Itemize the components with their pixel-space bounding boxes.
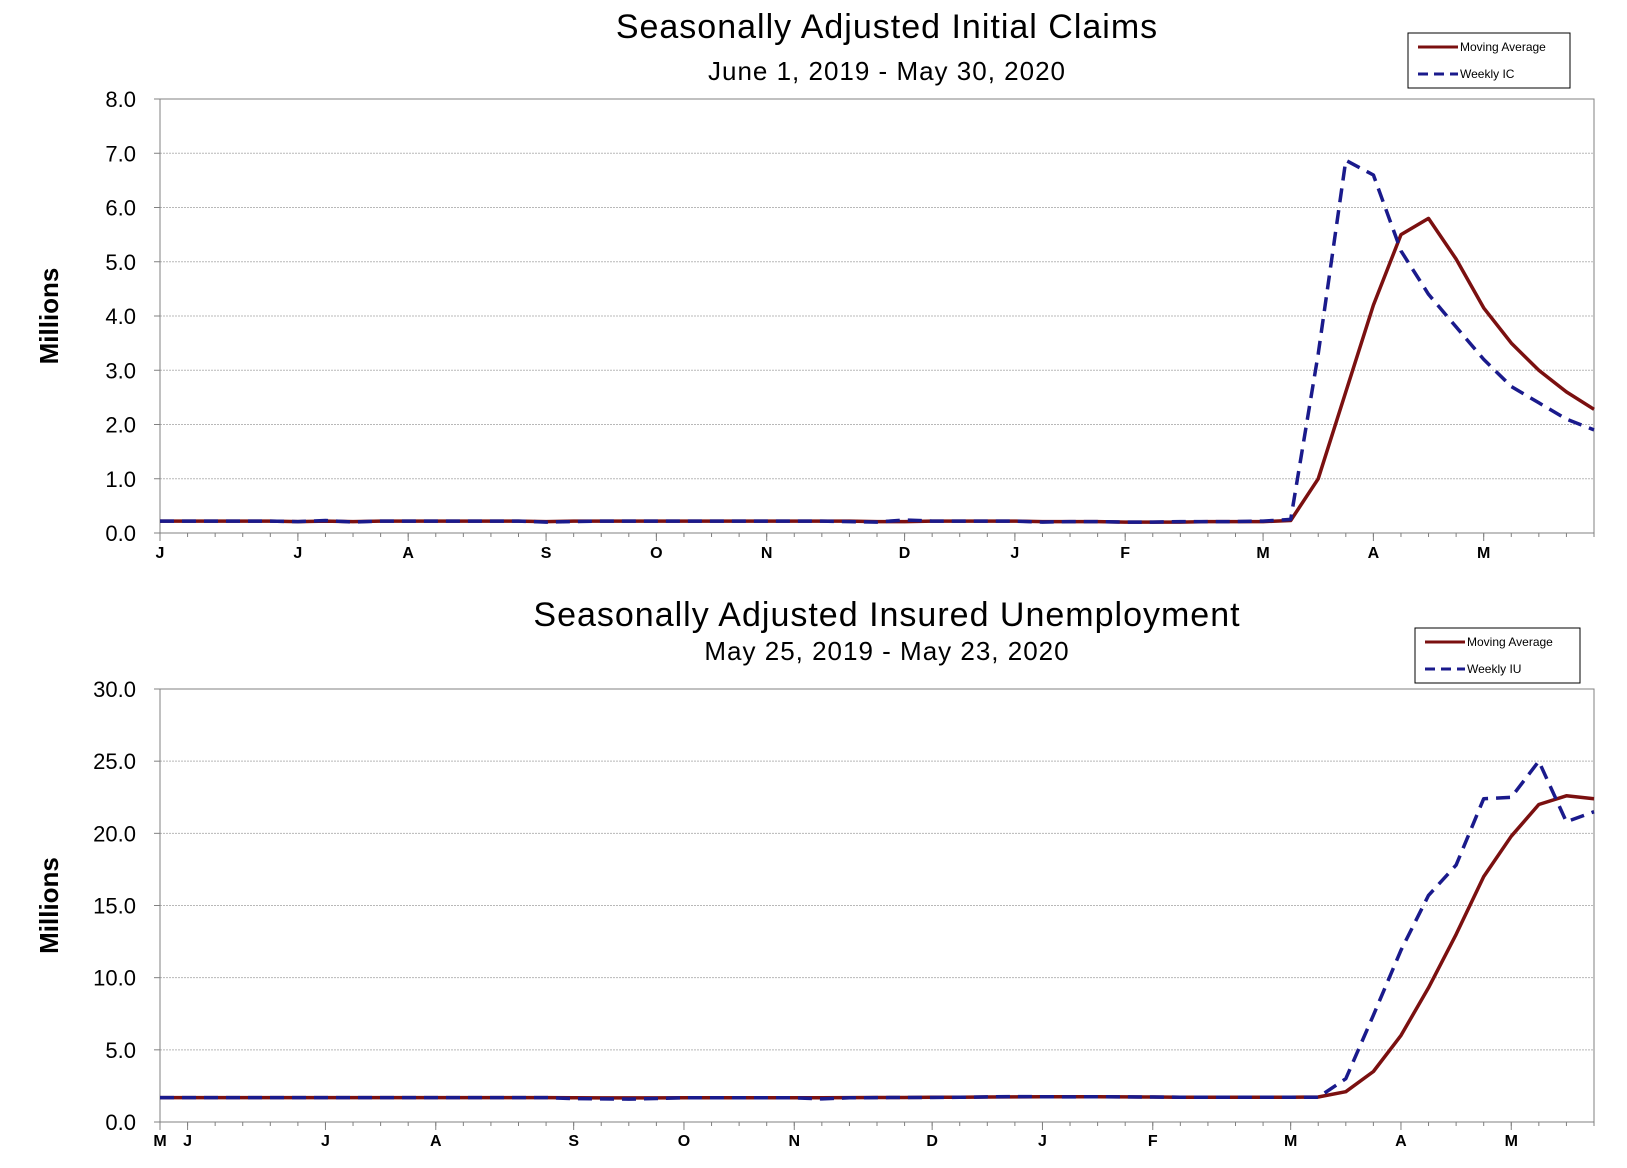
y-axis-label: Millions — [34, 857, 64, 954]
y-tick-label: 20.0 — [93, 821, 136, 846]
x-tick-label: M — [153, 1133, 166, 1150]
x-tick-label: J — [321, 1133, 330, 1150]
x-tick-label: J — [293, 545, 302, 562]
x-tick-label: D — [899, 545, 911, 562]
insured-unemployment-chart: Seasonally Adjusted Insured Unemployment… — [34, 596, 1595, 1150]
y-tick-label: 15.0 — [93, 894, 136, 919]
x-tick-label: S — [568, 1133, 579, 1150]
y-tick-label: 5.0 — [105, 250, 136, 275]
initial-claims-chart: Seasonally Adjusted Initial Claims June 1… — [34, 8, 1595, 562]
y-tick-label: 3.0 — [105, 358, 136, 383]
legend-label: Weekly IC — [1460, 67, 1515, 81]
y-tick-label: 4.0 — [105, 304, 136, 329]
y-tick-label: 2.0 — [105, 413, 136, 438]
x-tick-label: S — [541, 545, 552, 562]
x-tick-label: J — [1038, 1133, 1047, 1150]
x-tick-label: D — [926, 1133, 938, 1150]
chart-subtitle: June 1, 2019 - May 30, 2020 — [708, 56, 1066, 86]
x-tick-label: A — [1395, 1133, 1407, 1150]
y-tick-label: 6.0 — [105, 196, 136, 221]
legend-label: Weekly IU — [1467, 662, 1521, 676]
chart-title: Seasonally Adjusted Insured Unemployment — [533, 596, 1240, 634]
legend-label: Moving Average — [1460, 40, 1546, 54]
x-tick-label: J — [1010, 545, 1019, 562]
x-tick-label: A — [1368, 545, 1380, 562]
x-tick-label: N — [761, 545, 773, 562]
legend: Moving Average Weekly IU — [1414, 627, 1581, 684]
x-tick-label: F — [1120, 545, 1130, 562]
y-tick-label: 30.0 — [93, 677, 136, 702]
y-tick-label: 0.0 — [105, 1110, 136, 1135]
series-line-moving-average — [160, 794, 1595, 1100]
x-tick-label: M — [1256, 545, 1269, 562]
x-tick-label: O — [678, 1133, 690, 1150]
series-line-weekly-iu — [160, 759, 1595, 1101]
y-tick-label: 10.0 — [93, 966, 136, 991]
y-tick-label: 7.0 — [105, 141, 136, 166]
y-axis-label: Millions — [34, 268, 64, 365]
x-tick-label: N — [788, 1133, 800, 1150]
x-tick-label: M — [1284, 1133, 1297, 1150]
y-tick-label: 0.0 — [105, 521, 136, 546]
x-tick-label: F — [1148, 1133, 1158, 1150]
legend-box — [1407, 32, 1571, 89]
legend-box — [1414, 627, 1581, 684]
x-tick-label: O — [650, 545, 662, 562]
chart-title: Seasonally Adjusted Initial Claims — [616, 8, 1158, 46]
x-tick-label: A — [402, 545, 414, 562]
legend: Moving Average Weekly IC — [1407, 32, 1571, 89]
legend-label: Moving Average — [1467, 635, 1553, 649]
series-line-weekly-ic — [160, 158, 1595, 524]
y-tick-label: 8.0 — [105, 87, 136, 112]
x-tick-label: M — [1505, 1133, 1518, 1150]
x-tick-label: A — [430, 1133, 442, 1150]
y-tick-label: 25.0 — [93, 749, 136, 774]
x-tick-label: J — [156, 545, 165, 562]
y-tick-label: 5.0 — [105, 1038, 136, 1063]
x-tick-label: J — [183, 1133, 192, 1150]
chart-subtitle: May 25, 2019 - May 23, 2020 — [704, 636, 1069, 666]
y-tick-label: 1.0 — [105, 467, 136, 492]
x-tick-label: M — [1477, 545, 1490, 562]
